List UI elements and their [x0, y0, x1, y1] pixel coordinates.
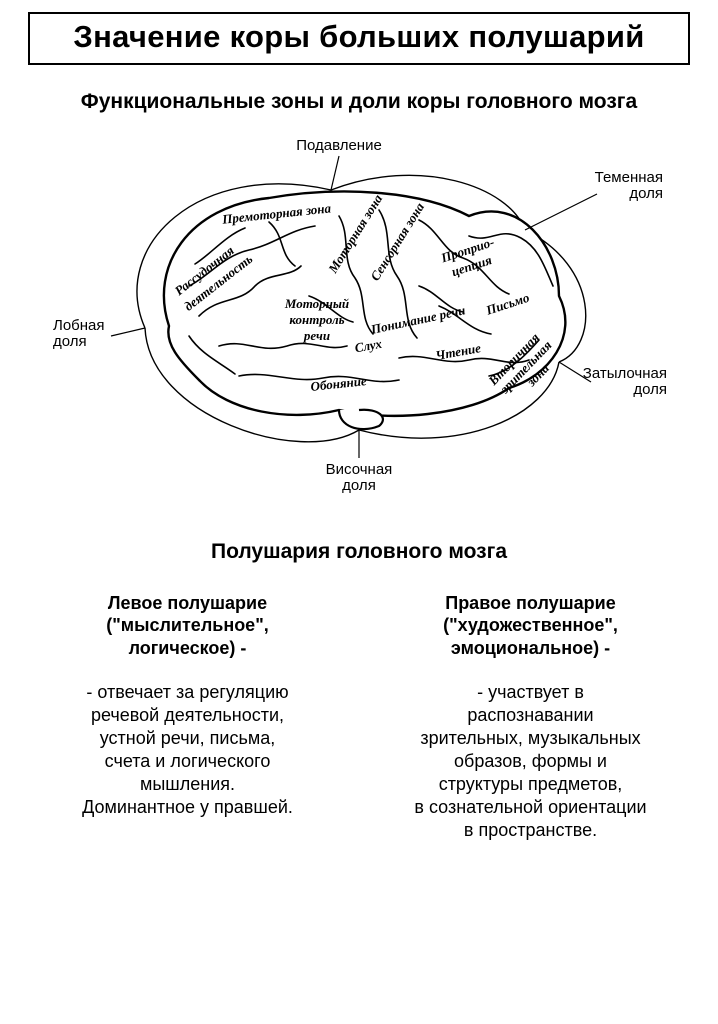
left-hemisphere-column: Левое полушарие ("мыслительное", логичес… — [28, 592, 347, 843]
hemispheres-heading: Полушария головного мозга — [28, 540, 690, 564]
body-line: мышления. — [28, 773, 347, 796]
body-line: распознавании — [371, 704, 690, 727]
left-hemisphere-body: - отвечает за регуляциюречевой деятельно… — [28, 681, 347, 819]
body-line: устной речи, письма, — [28, 727, 347, 750]
body-line: речевой деятельности, — [28, 704, 347, 727]
occipital-label: Затылочнаядоля — [583, 365, 667, 398]
body-line: структуры предметов, — [371, 773, 690, 796]
suppression-label: Подавление — [296, 137, 382, 154]
frontal-leader — [111, 328, 145, 336]
body-line: счета и логического — [28, 750, 347, 773]
zone-label-speechmc2: контроль — [289, 312, 344, 327]
suppression-leader — [331, 156, 339, 190]
left-hemisphere-title: Левое полушарие ("мыслительное", логичес… — [28, 592, 347, 660]
right-title-line: Правое полушарие — [445, 593, 616, 613]
body-line: в пространстве. — [371, 819, 690, 842]
zone-label-speechmc1: Моторный — [284, 296, 349, 311]
body-line: Доминантное у правшей. — [28, 796, 347, 819]
page-title: Значение коры больших полушарий — [40, 20, 678, 53]
right-hemisphere-column: Правое полушарие ("художественное", эмоц… — [371, 592, 690, 843]
left-title-line: логическое) - — [129, 638, 247, 658]
brain-svg: Лобнаядоля Теменнаядоля Затылочнаядоля Висо… — [39, 126, 679, 506]
brain-diagram: Лобнаядоля Теменнаядоля Затылочнаядоля Висо… — [28, 126, 690, 506]
left-title-line: ("мыслительное", — [106, 615, 268, 635]
right-hemisphere-body: - участвует враспознаваниизрительных, му… — [371, 681, 690, 842]
zone-label-speechmc3: речи — [303, 328, 330, 343]
body-line: - отвечает за регуляцию — [28, 681, 347, 704]
body-line: образов, формы и — [371, 750, 690, 773]
parietal-label: Теменнаядоля — [595, 169, 663, 202]
left-title-line: Левое полушарие — [108, 593, 267, 613]
right-hemisphere-title: Правое полушарие ("художественное", эмоц… — [371, 592, 690, 660]
parietal-leader — [525, 194, 597, 230]
diagram-heading: Функциональные зоны и доли коры головног… — [28, 89, 690, 115]
hemispheres-columns: Левое полушарие ("мыслительное", логичес… — [28, 592, 690, 843]
frontal-label: Лобнаядоля — [53, 317, 105, 350]
temporal-label: Височнаядоля — [326, 461, 393, 494]
right-title-line: ("художественное", — [443, 615, 618, 635]
right-title-line: эмоциональное) - — [451, 638, 610, 658]
body-line: зрительных, музыкальных — [371, 727, 690, 750]
body-line: - участвует в — [371, 681, 690, 704]
body-line: в сознательной ориентации — [371, 796, 690, 819]
brainstem — [339, 409, 383, 428]
page-title-box: Значение коры больших полушарий — [28, 12, 690, 65]
